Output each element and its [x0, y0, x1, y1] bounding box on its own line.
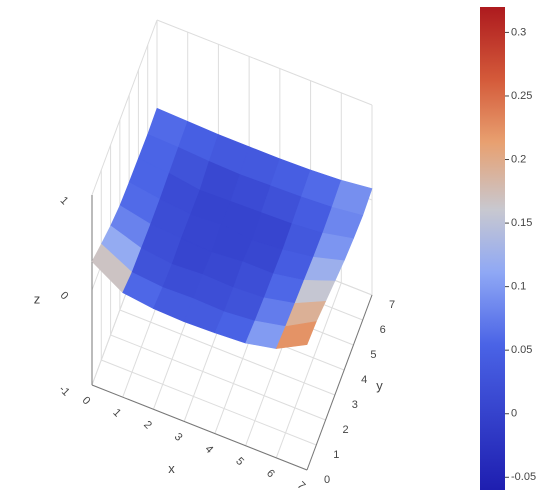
colorbar: -0.05 0 0.05 0.1 0.15 0.2 0.25 0.3 — [480, 7, 536, 490]
x-tick-label: 2 — [141, 419, 154, 432]
z-tick-label: 1 — [58, 195, 71, 208]
colorbar-tick-label: 0.2 — [511, 153, 526, 165]
x-tick-label: 3 — [172, 431, 185, 444]
axis-line — [306, 294, 373, 471]
colorbar-tick-label: 0.25 — [511, 90, 532, 102]
x-axis-title: x — [168, 461, 175, 476]
surface-patch — [275, 321, 317, 349]
y-tick-label: 3 — [352, 399, 358, 411]
colorbar-tick-label: 0.3 — [511, 26, 526, 38]
y-tick-label: 4 — [361, 374, 367, 386]
colorbar-tick-label: 0 — [511, 408, 517, 420]
colorbar-tick-label: 0.15 — [511, 217, 532, 229]
colorbar-tick-label: 0.05 — [511, 344, 532, 356]
z-axis-title: z — [34, 291, 41, 306]
z-tick-label: 0 — [58, 290, 71, 303]
colorbar-tick-label: 0.1 — [511, 281, 526, 293]
x-tick-label: 6 — [264, 467, 277, 480]
y-tick-label: 5 — [370, 349, 376, 361]
colorbar-gradient — [480, 7, 505, 490]
colorbar-tick-label: -0.05 — [511, 471, 536, 483]
x-tick-label: 5 — [233, 455, 246, 468]
grid-line — [101, 359, 317, 446]
y-axis-title: y — [376, 378, 383, 393]
z-tick-label: -1 — [56, 383, 71, 398]
axis-line — [91, 384, 308, 471]
grid-line — [110, 334, 326, 421]
y-tick-label: 1 — [333, 449, 339, 461]
x-tick-label: 4 — [203, 443, 216, 456]
y-tick-label: 2 — [343, 424, 349, 436]
y-tick-label: 6 — [380, 324, 386, 336]
x-tick-label: 7 — [295, 480, 308, 493]
y-tick-label: 7 — [389, 299, 395, 311]
x-tick-label: 1 — [110, 407, 123, 420]
y-tick-label: 0 — [324, 474, 330, 486]
grid-line — [156, 19, 373, 106]
grid-line — [275, 282, 342, 459]
scene: 0 1 2 3 4 5 6 7 0 1 2 3 4 5 6 7 -1 0 1 x y z — [34, 19, 395, 493]
grid-line — [91, 19, 158, 196]
grid-line — [119, 309, 336, 396]
x-tick-label: 0 — [80, 395, 93, 408]
